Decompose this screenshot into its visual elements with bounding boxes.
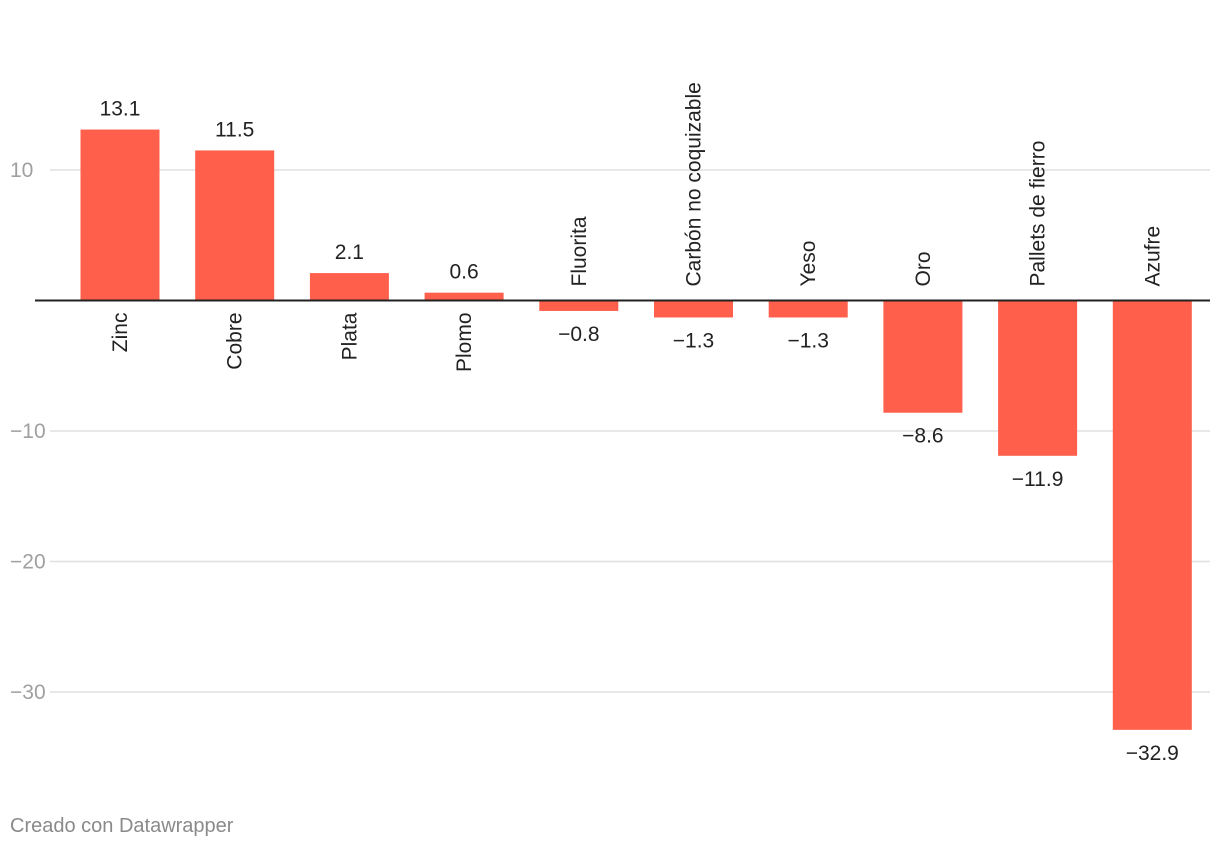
category-label: Pallets de fierro <box>1027 141 1050 287</box>
bar <box>195 150 275 301</box>
category-label: Yeso <box>797 241 820 287</box>
labels: 10 −10 −20 −30 13.1 Zinc 11.5 Cobre 2.1 Plata 0.6 P… <box>10 82 1179 765</box>
bar <box>1112 300 1192 730</box>
value-label: 13.1 <box>100 98 141 121</box>
value-label: 0.6 <box>449 261 478 284</box>
value-label: −1.3 <box>673 329 714 352</box>
value-label: −32.9 <box>1126 742 1179 765</box>
bar <box>654 300 733 318</box>
category-label: Fluorita <box>568 216 591 286</box>
value-label: 2.1 <box>335 241 364 264</box>
bar <box>883 300 963 413</box>
bar <box>424 292 504 301</box>
bar <box>80 129 160 301</box>
bar <box>768 300 848 318</box>
value-label: −11.9 <box>1012 468 1064 491</box>
bar <box>998 300 1078 456</box>
value-label: −8.6 <box>902 425 943 448</box>
value-label: 11.5 <box>215 118 254 141</box>
category-label: Carbón no coquizable <box>683 82 706 286</box>
bar <box>309 273 389 301</box>
credit-text: Creado con Datawrapper <box>10 815 234 837</box>
category-label: Plomo <box>453 313 476 373</box>
category-label: Oro <box>912 251 935 286</box>
value-label: −0.8 <box>558 323 599 346</box>
bars <box>80 129 1192 730</box>
category-label: Zinc <box>109 313 132 353</box>
category-label: Cobre <box>224 313 247 370</box>
y-tick-label: −30 <box>10 681 46 704</box>
y-tick-label: 10 <box>10 159 33 182</box>
category-label: Azufre <box>1141 226 1164 287</box>
value-label: −1.3 <box>787 329 828 352</box>
y-tick-label: −10 <box>10 420 46 443</box>
bar <box>539 300 619 311</box>
category-label: Plata <box>338 312 361 360</box>
y-tick-label: −20 <box>10 551 46 574</box>
